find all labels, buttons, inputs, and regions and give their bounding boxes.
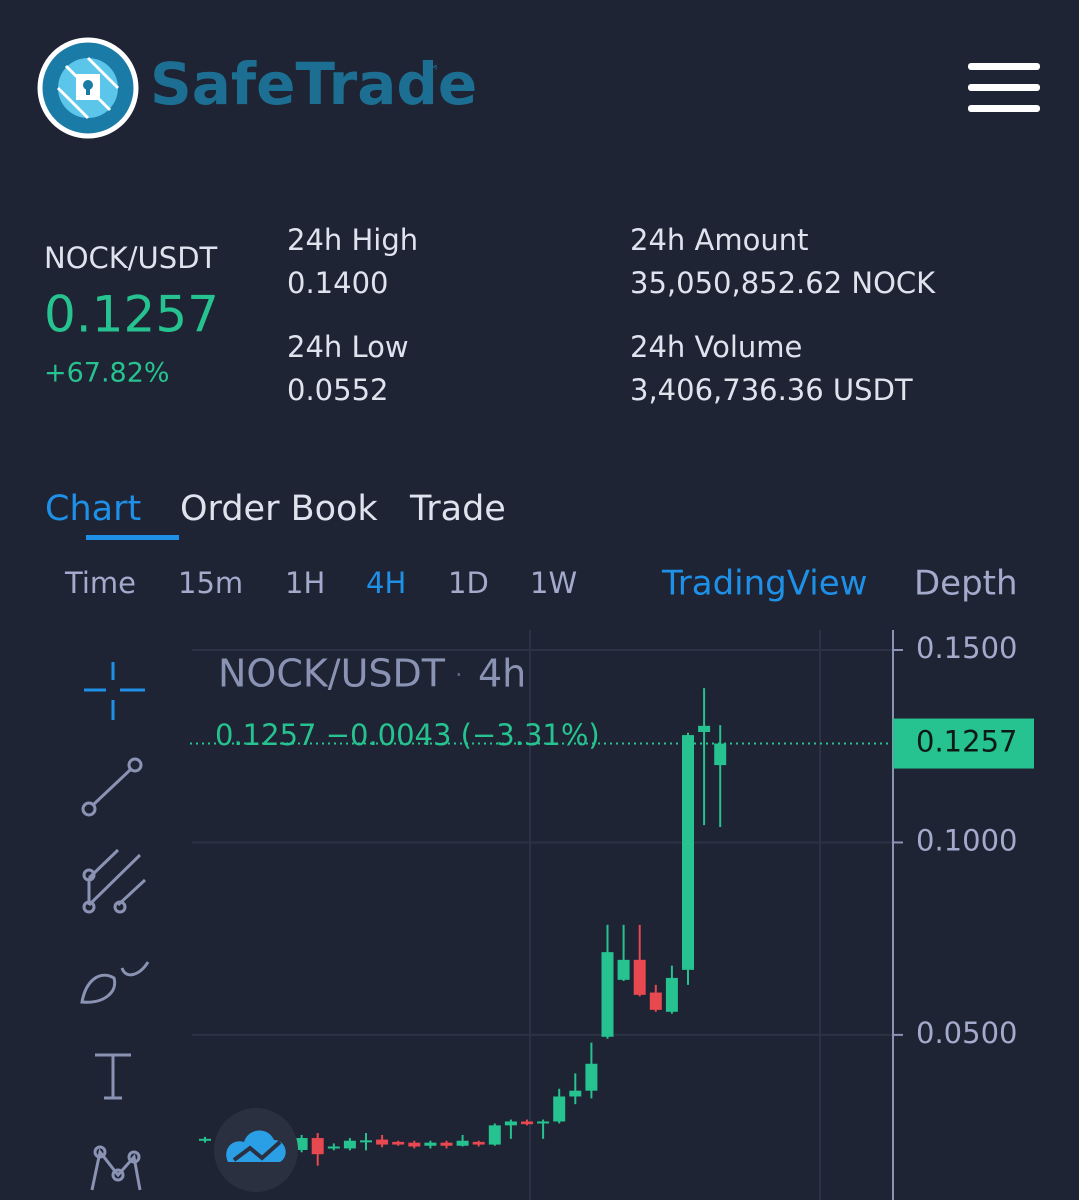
stat-label: 24h High xyxy=(287,223,418,257)
candle-body xyxy=(311,1138,324,1155)
candle-body xyxy=(504,1121,517,1126)
last-price-label: 0.1257 xyxy=(916,725,1017,759)
view-toggle[interactable]: Depth xyxy=(914,564,1018,604)
candle-body xyxy=(537,1121,550,1124)
change: +67.82% xyxy=(44,358,170,389)
stat-value: 35,050,852.62 NOCK xyxy=(630,266,936,300)
crosshair-tool[interactable] xyxy=(84,662,145,720)
candle-body xyxy=(601,952,614,1037)
candle-body xyxy=(440,1142,453,1146)
tab-underline xyxy=(86,535,179,540)
text-tool[interactable] xyxy=(95,1053,131,1100)
stat-value: 0.0552 xyxy=(287,373,388,407)
pattern-tool[interactable] xyxy=(90,1145,142,1191)
stat-label: 24h Low xyxy=(287,330,409,364)
candle-body xyxy=(649,992,662,1010)
candle-body xyxy=(665,977,678,1012)
tab[interactable]: Chart xyxy=(45,489,141,529)
candle-body xyxy=(392,1141,405,1145)
price: 0.1257 xyxy=(44,286,219,344)
chart-interval: 4h xyxy=(478,652,526,696)
candle-body xyxy=(682,735,694,970)
candle-body xyxy=(488,1125,501,1145)
candle-body xyxy=(376,1139,389,1145)
candle-body xyxy=(456,1140,469,1146)
interval[interactable]: 4H xyxy=(366,566,406,600)
brand: SafeTrade xyxy=(150,50,477,118)
trademark: ™ xyxy=(424,62,440,81)
last-price-box xyxy=(893,718,1034,769)
candle-body xyxy=(408,1142,421,1147)
candle-body xyxy=(199,1138,211,1141)
tradingview-badge[interactable] xyxy=(214,1108,298,1192)
candle-body xyxy=(633,959,646,995)
stat-label: 24h Volume xyxy=(630,330,802,364)
interval[interactable]: 15m xyxy=(178,566,243,600)
candle-body xyxy=(327,1146,340,1149)
interval[interactable]: 1H xyxy=(285,566,325,600)
chart-legend: 0.1257 −0.0043 (−3.31%) xyxy=(215,718,600,752)
stat-value: 0.1400 xyxy=(287,266,388,300)
stat-value: 3,406,736.36 USDT xyxy=(630,373,913,407)
candle-body xyxy=(343,1140,356,1149)
view-toggle[interactable]: TradingView xyxy=(661,564,867,604)
candle-body xyxy=(569,1090,582,1097)
logo[interactable] xyxy=(37,37,139,139)
candle-body xyxy=(585,1063,598,1091)
chart-title: NOCK/USDT xyxy=(218,652,446,696)
candle-body xyxy=(521,1121,533,1125)
tab[interactable]: Trade xyxy=(409,489,506,529)
y-tick-label: 0.0500 xyxy=(916,1016,1017,1050)
title-separator: · xyxy=(455,661,463,689)
stat-label: 24h Amount xyxy=(630,223,808,257)
chart xyxy=(190,649,893,1166)
candle-body xyxy=(617,959,630,980)
candle-body xyxy=(295,1138,308,1150)
pitchfork-tool[interactable] xyxy=(82,848,147,914)
candle-body xyxy=(424,1142,437,1146)
candle-body xyxy=(553,1096,566,1122)
interval[interactable]: Time xyxy=(64,566,136,600)
brush-tool[interactable] xyxy=(80,961,150,1004)
tab[interactable]: Order Book xyxy=(180,489,378,529)
trendline-tool[interactable] xyxy=(81,757,143,817)
interval[interactable]: 1W xyxy=(530,566,577,600)
interval[interactable]: 1D xyxy=(448,566,489,600)
pair: NOCK/USDT xyxy=(44,241,218,275)
menu-button[interactable] xyxy=(968,63,1040,112)
candle-body xyxy=(360,1140,372,1143)
candle-body xyxy=(698,725,711,732)
y-tick-label: 0.1000 xyxy=(916,823,1017,857)
candle-body xyxy=(472,1141,485,1145)
candle-body xyxy=(714,743,727,766)
y-tick-label: 0.1500 xyxy=(916,631,1017,665)
